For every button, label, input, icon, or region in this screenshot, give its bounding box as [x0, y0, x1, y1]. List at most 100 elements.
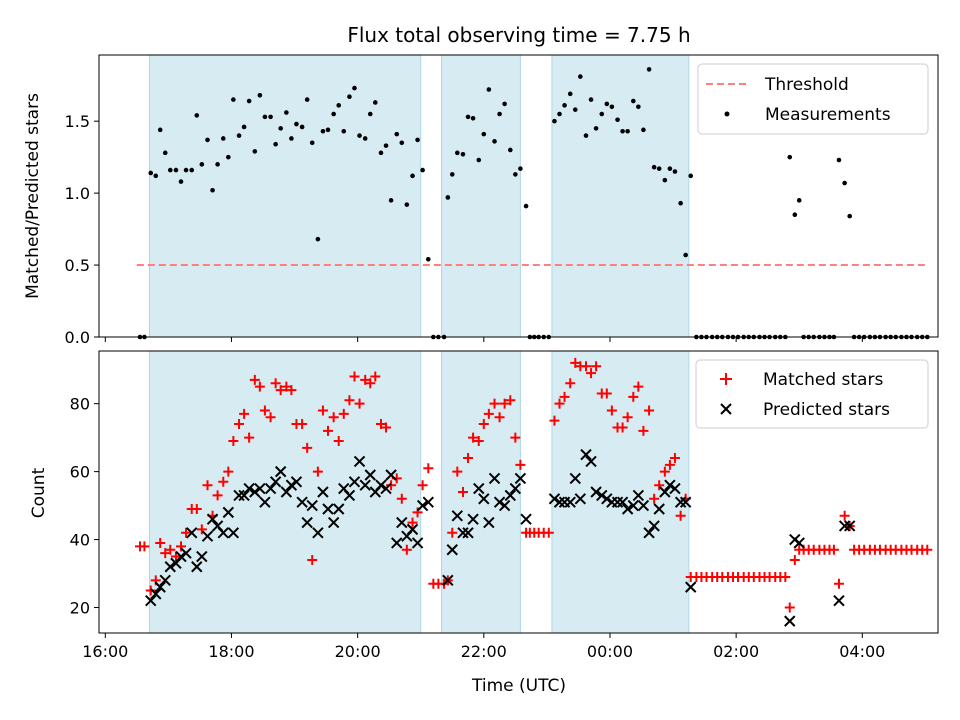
matched-stars-point	[317, 405, 328, 416]
measurement-point	[284, 110, 289, 115]
measurement-point	[615, 117, 620, 123]
legend-predicted-label: Predicted stars	[763, 400, 890, 420]
measurement-point	[662, 177, 668, 183]
measurement-point	[294, 121, 299, 127]
predicted-stars-point	[483, 516, 495, 529]
measurement-point	[309, 140, 315, 146]
measurement-point	[336, 103, 342, 108]
predicted-stars-point	[312, 527, 324, 539]
matched-stars-point	[191, 503, 202, 514]
top-legend-box	[697, 63, 929, 135]
measurement-point	[183, 167, 189, 173]
matched-stars-point	[659, 466, 670, 477]
top-observing-window	[441, 54, 521, 338]
matched-stars-point	[447, 527, 458, 538]
matched-stars-point	[664, 459, 675, 470]
predicted-stars-point	[674, 496, 687, 508]
predicted-stars-point	[145, 595, 157, 607]
measurement-point	[262, 114, 268, 120]
predicted-stars-point	[488, 472, 501, 485]
predicted-stars-point	[793, 537, 805, 549]
matched-stars-point	[452, 466, 463, 477]
predicted-stars-point	[353, 455, 366, 468]
predicted-stars-point	[154, 581, 166, 593]
matched-stars-point	[499, 398, 510, 409]
measurement-point	[241, 124, 247, 130]
predicted-stars-point	[548, 493, 561, 505]
matched-stars-point	[265, 412, 276, 423]
predicted-stars-point	[457, 527, 469, 539]
predicted-stars-point	[159, 574, 171, 587]
measurement-point	[404, 202, 410, 207]
matched-stars-point	[586, 368, 597, 379]
predicted-stars-point	[343, 489, 356, 502]
predicted-stars-point	[520, 513, 532, 525]
matched-stars-point	[228, 436, 239, 447]
measurement-point	[378, 150, 384, 156]
predicted-stars-point	[280, 486, 293, 498]
matched-stars-point	[784, 602, 795, 613]
predicted-stars-point	[254, 482, 266, 495]
predicted-stars-point	[679, 496, 692, 508]
matched-stars-point	[370, 371, 381, 382]
measurements-points	[137, 67, 930, 340]
measurement-point	[394, 131, 400, 137]
matched-stars-point	[601, 388, 612, 399]
measurement-point	[502, 101, 507, 107]
bottom-y-axis-label: Count	[29, 467, 49, 518]
matched-stars-point	[165, 544, 176, 555]
predicted-stars-point	[364, 469, 376, 481]
measurement-point	[367, 111, 373, 117]
predicted-stars-point	[664, 479, 676, 491]
measurement-point	[148, 170, 154, 176]
matched-stars-point	[239, 408, 250, 419]
matched-stars-point	[322, 425, 333, 436]
predicted-stars-point	[196, 550, 208, 563]
bottom-x-tick-label: 02:00	[713, 642, 759, 661]
bottom-axes-frame	[98, 350, 939, 634]
measurement-point	[194, 113, 200, 118]
matched-stars-point	[401, 544, 412, 555]
measurement-point	[189, 167, 195, 173]
predicted-stars-point	[462, 527, 474, 539]
predicted-stars-point	[322, 503, 334, 515]
predicted-stars-point	[348, 476, 361, 488]
matched-stars-point	[622, 412, 633, 423]
measurement-point	[847, 213, 852, 219]
matched-stars-point	[457, 487, 468, 497]
predicted-stars-point	[509, 482, 522, 495]
matched-stars-point	[354, 398, 365, 409]
predicted-stars-point	[621, 503, 634, 515]
predicted-stars-point	[627, 499, 640, 512]
measurement-point	[352, 85, 357, 91]
bottom-x-tick-label: 22:00	[461, 642, 507, 661]
predicted-stars-point	[416, 499, 429, 512]
measurement-point	[486, 87, 492, 92]
predicted-stars-point	[406, 523, 419, 536]
measurement-point	[460, 151, 466, 157]
predicted-stars-point	[422, 496, 434, 508]
bottom-x-tick-label: 04:00	[839, 642, 885, 661]
predicted-stars-point	[327, 516, 340, 529]
matched-stars-point	[259, 405, 270, 416]
predicted-stars-point	[296, 496, 308, 508]
matched-stars-point	[202, 480, 213, 491]
measurement-point	[672, 169, 678, 174]
measurement-point	[572, 107, 578, 112]
predicted-stars-point	[685, 581, 697, 593]
top-y-tick-label: 0.5	[65, 256, 90, 275]
predicted-stars-point	[838, 520, 851, 532]
measurement-point	[315, 236, 321, 242]
predicted-stars-point	[637, 499, 650, 512]
matched-stars-point	[196, 524, 207, 535]
matched-stars-point	[489, 398, 500, 409]
measurement-point	[667, 166, 673, 171]
matched-stars-point	[828, 544, 839, 555]
matched-stars-point	[365, 378, 376, 389]
measurement-point	[620, 128, 625, 134]
matched-stars-point	[312, 466, 323, 477]
measurement-point	[388, 198, 394, 203]
matched-stars-point	[381, 422, 392, 433]
predicted-stars-point	[380, 482, 392, 495]
measurement-point	[205, 137, 210, 143]
